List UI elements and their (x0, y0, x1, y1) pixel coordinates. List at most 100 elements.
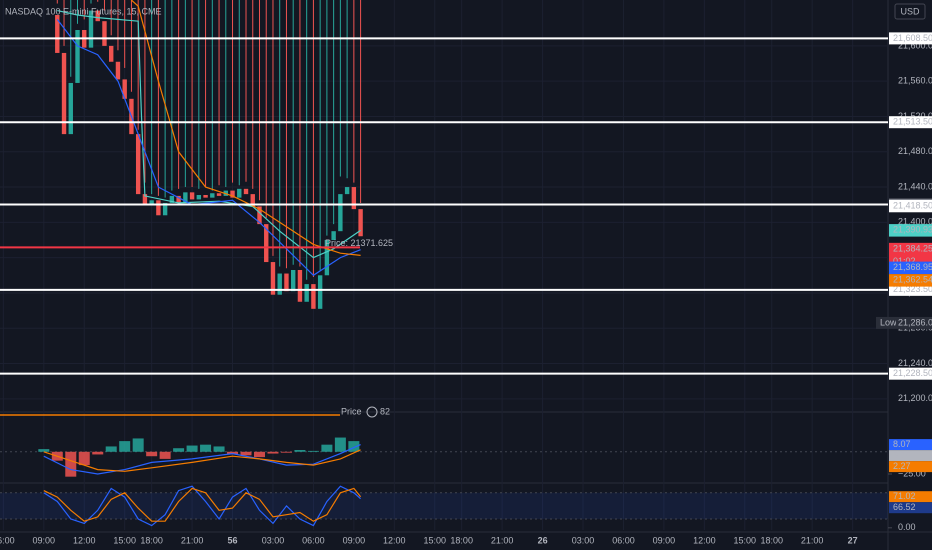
candle-body (88, 10, 94, 48)
histogram-bar (78, 451, 90, 466)
price-marker-label: 21,362.54 (893, 275, 932, 285)
candle-body (122, 79, 127, 99)
candle-body (351, 187, 357, 210)
x-tick-label: 21:00 (491, 535, 514, 545)
candle-body (61, 52, 67, 135)
countdown: 01:02 (893, 256, 916, 266)
histogram-bar (92, 451, 104, 455)
candle-body (183, 192, 188, 203)
histogram-bar (307, 450, 319, 452)
low-value-box (896, 316, 932, 329)
histogram-bar (294, 450, 306, 452)
candle-body (317, 275, 323, 309)
candle-body (135, 134, 141, 195)
indicator-name: Price (341, 406, 362, 416)
y-tick-label: 21,600.00 (898, 40, 932, 50)
histogram-bar (146, 451, 158, 457)
histogram-bar (119, 441, 131, 452)
price-marker (889, 502, 932, 514)
x-tick-label: 18:00 (760, 535, 783, 545)
candle-body (304, 284, 309, 302)
price-marker-label: 2.27 (893, 461, 911, 471)
level-label: 21,513.50 (893, 117, 932, 127)
level-label: 21,228.50 (893, 368, 932, 378)
x-tick-label: 15:00 (113, 535, 136, 545)
price-line-label: Price: 21371.625 (325, 238, 393, 248)
candle-body (68, 82, 73, 135)
low-name-box (876, 316, 896, 329)
y-tick-label: 21,240.00 (898, 358, 932, 368)
x-tick-label: 21:00 (801, 535, 824, 545)
candle-body (358, 209, 363, 237)
candle-body (250, 194, 255, 207)
y-tick-label: 21,440.00 (898, 181, 932, 191)
histogram-bar (173, 448, 185, 452)
candle-body (331, 231, 336, 240)
low-value: 21,286.00 (898, 317, 932, 327)
x-tick-label: 03:00 (572, 535, 595, 545)
x-tick-label: 18:00 (140, 535, 163, 545)
histogram-bar (200, 444, 212, 452)
candle-body (344, 187, 350, 195)
candle-body (230, 190, 235, 198)
candle-body (210, 193, 215, 198)
candle-body (169, 195, 175, 203)
candle-body (196, 195, 202, 200)
price-marker-label: 71.02 (893, 491, 916, 501)
histogram-bar (267, 451, 279, 454)
candle-body (237, 188, 242, 198)
y-tick-label: 21,480.00 (898, 146, 932, 156)
indicator-line (43, 444, 361, 475)
indicator-line (43, 449, 361, 472)
histogram-bar (159, 451, 171, 459)
x-tick-label: 15:00 (734, 535, 757, 545)
currency[interactable]: USD (900, 6, 920, 16)
indicator-line (57, 10, 361, 259)
histogram-bar (213, 446, 225, 452)
candle-body (156, 200, 161, 216)
histogram-bar (186, 445, 198, 452)
x-tick-label: 06:00 (302, 535, 325, 545)
indicator-line (43, 485, 361, 527)
x-tick-label: 18:00 (450, 535, 473, 545)
price-marker-label: 5.75 (893, 450, 911, 460)
candle-body (55, 15, 60, 53)
level-label-box (889, 116, 932, 129)
x-tick-label: 09:00 (653, 535, 676, 545)
x-tick-label: 06:00 (612, 535, 635, 545)
x-tick-label: 09:00 (343, 535, 366, 545)
price-marker (889, 461, 932, 473)
price-marker-label: 21,384.25 (893, 243, 932, 253)
y-tick-label: 21,520.00 (898, 111, 932, 121)
y-tick-label: −25.00 (898, 468, 926, 478)
price-marker-label: 8.07 (893, 439, 911, 449)
price-marker (889, 450, 932, 462)
candle-body (270, 262, 276, 295)
candle-body (109, 45, 114, 62)
price-marker-label: 21,390.93 (893, 225, 932, 235)
indicator-icon[interactable] (366, 406, 378, 418)
candle-body (142, 194, 148, 205)
candle-body (162, 202, 168, 216)
x-tick-label: 56 (228, 535, 238, 545)
currency-box[interactable] (894, 3, 926, 20)
candle-body (297, 270, 303, 302)
indicator-count: 82 (380, 406, 390, 416)
x-tick-label: 26 (538, 535, 548, 545)
low-name: Low (880, 317, 897, 327)
level-label: 21,608.50 (893, 33, 932, 43)
x-tick-label: 21:00 (181, 535, 204, 545)
candle-body (284, 273, 289, 292)
price-marker (889, 261, 932, 275)
candle-body (176, 195, 181, 203)
level-label-box (889, 32, 932, 45)
band (0, 492, 888, 520)
candle-body (216, 193, 222, 196)
price-marker (889, 274, 932, 287)
price-marker-label: 21,368.95 (893, 262, 932, 272)
histogram-bar (348, 441, 360, 452)
histogram-bar (105, 446, 117, 452)
candle-body (75, 30, 80, 83)
